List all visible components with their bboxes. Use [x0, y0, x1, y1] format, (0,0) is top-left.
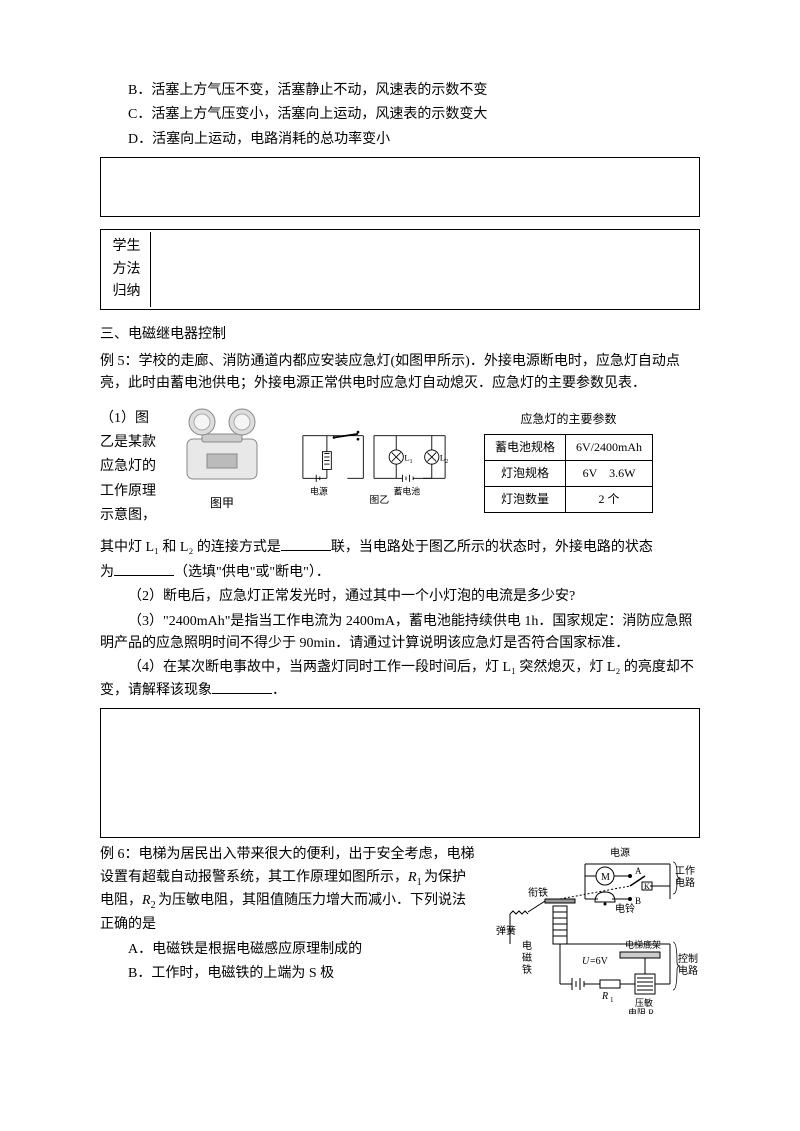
svg-text:电阻 R₂: 电阻 R₂ — [628, 1007, 657, 1014]
param-table-caption: 应急灯的主要参数 — [484, 410, 653, 433]
fig-left-l1: （1）图 — [100, 408, 172, 430]
svg-text:电路: 电路 — [678, 964, 698, 977]
figure-jia: 图甲 — [172, 404, 272, 514]
option-b: B．活塞上方气压不变，活塞静止不动，风速表的示数不变 — [128, 80, 700, 102]
svg-text:K: K — [644, 882, 650, 891]
svg-text:R: R — [601, 991, 608, 1002]
ex5-q1-line2: 为 （选填"供电"或"断电"）． — [100, 562, 700, 584]
param-r2c1: 灯泡规格 — [485, 460, 566, 486]
ex6-figure: 电源 M 电铃 A B K 工作 电 — [490, 844, 700, 1022]
param-table: 应急灯的主要参数 蓄电池规格 6V/2400mAh 灯泡规格 6V 3.6W 灯… — [484, 410, 653, 513]
svg-text:铁: 铁 — [522, 963, 532, 976]
param-r1c1: 蓄电池规格 — [485, 434, 566, 460]
svg-text:=6V: =6V — [590, 956, 609, 967]
answer-box-1 — [100, 157, 700, 217]
ex5-intro: 例 5：学校的走廊、消防通道内都应安装应急灯(如图甲所示)．外接电源断电时，应急… — [100, 351, 700, 396]
svg-text:电源: 电源 — [610, 846, 630, 859]
ex5-q1-text1: 其中灯 L₁ 和 L₂ 的连接方式是 — [100, 540, 281, 555]
param-r3c1: 灯泡数量 — [485, 486, 566, 512]
fig-left-l2: 乙是某款 — [100, 432, 172, 454]
ex5-q1-prefix: （1）图 乙是某款 应急灯的 工作原理 示意图， — [100, 404, 172, 530]
fig-jia-caption: 图甲 — [172, 494, 272, 513]
svg-text:M: M — [601, 872, 610, 883]
svg-text:电铃: 电铃 — [615, 902, 635, 915]
svg-text:B: B — [635, 896, 641, 906]
fig-left-l4: 工作原理 — [100, 481, 172, 503]
student-method-content — [153, 232, 697, 307]
svg-text:蓄电池: 蓄电池 — [394, 485, 421, 496]
student-method-row2: 方法 — [111, 259, 142, 281]
ex5-q1-line1: 其中灯 L₁ 和 L₂ 的连接方式是 联，当电路处于图乙所示的状态时，外接电路的状… — [100, 537, 700, 559]
ex5-q2: （2）断电后，应急灯正常发光时，通过其中一个小灯泡的电流是多少安? — [100, 586, 700, 608]
ex6-text-column: 例 6：电梯为居民出入带来很大的便利，出于安全考虑，电梯设置有超载自动报警系统，… — [100, 844, 480, 987]
answer-box-ex5 — [100, 708, 700, 838]
svg-text:工作: 工作 — [675, 865, 695, 877]
svg-text:弹簧: 弹簧 — [496, 924, 516, 937]
ex5-q1-text2: 联，当电路处于图乙所示的状态时，外接电路的状态 — [331, 540, 653, 555]
svg-text:2: 2 — [445, 458, 448, 465]
fig-yi-dianyuan-label: 电源 — [310, 485, 328, 496]
student-method-table: 学生 方法 归纳 — [100, 229, 700, 310]
svg-text:电路: 电路 — [675, 876, 695, 889]
ex5-q4-post: ． — [272, 683, 286, 698]
svg-text:控制: 控制 — [678, 952, 698, 965]
ex5-q4: （4）在某次断电事故中，当两盏灯同时工作一段时间后，灯 L₁ 突然熄灭，灯 L₂… — [100, 657, 700, 702]
svg-text:A: A — [635, 866, 642, 876]
svg-text:衔铁: 衔铁 — [528, 886, 548, 899]
svg-text:U: U — [582, 956, 590, 967]
svg-text:压敏: 压敏 — [635, 997, 653, 1008]
student-method-row3: 归纳 — [111, 281, 142, 303]
student-method-row1: 学生 — [111, 236, 142, 258]
param-r2c2: 6V 3.6W — [566, 460, 653, 486]
svg-text:电: 电 — [522, 939, 532, 952]
section-3-title: 三、电磁继电器控制 — [100, 324, 700, 346]
ex5-figure-area: （1）图 乙是某款 应急灯的 工作原理 示意图， 图甲 — [100, 404, 700, 530]
svg-text:磁: 磁 — [522, 951, 532, 964]
ex5-q1-pre: 为 — [100, 565, 114, 580]
fig-left-l3: 应急灯的 — [100, 456, 172, 478]
option-c: C．活塞上方气压变小，活塞向上运动，风速表的示数变大 — [128, 104, 700, 126]
ex6-option-b: B．工作时，电磁铁的上端为 S 极 — [128, 963, 480, 985]
param-r3c2: 2 个 — [566, 486, 653, 512]
option-d: D．活塞向上运动，电路消耗的总功率变小 — [128, 129, 700, 151]
ex5-q4-pre: （4）在某次断电事故中，当两盏灯同时工作一段时间后，灯 L₁ 突然熄灭，灯 L₂… — [100, 660, 694, 697]
ex5-q1-post: （选填"供电"或"断电"）． — [174, 565, 330, 580]
ex6-intro: 例 6：电梯为居民出入带来很大的便利，出于安全考虑，电梯设置有超载自动报警系统，… — [100, 844, 480, 936]
svg-text:1: 1 — [610, 996, 614, 1004]
svg-text:电梯底架: 电梯底架 — [625, 939, 661, 950]
figure-yi: 电源 L1 L2 — [284, 425, 464, 513]
param-r1c2: 6V/2400mAh — [566, 434, 653, 460]
svg-text:图乙: 图乙 — [370, 494, 390, 505]
svg-text:1: 1 — [410, 458, 413, 465]
ex6-option-a: A．电磁铁是根据电磁感应原理制成的 — [128, 939, 480, 961]
ex5-q3: （3）"2400mAh"是指当工作电流为 2400mA，蓄电池能持续供电 1h．… — [100, 611, 700, 656]
fig-left-l5: 示意图， — [100, 505, 172, 527]
